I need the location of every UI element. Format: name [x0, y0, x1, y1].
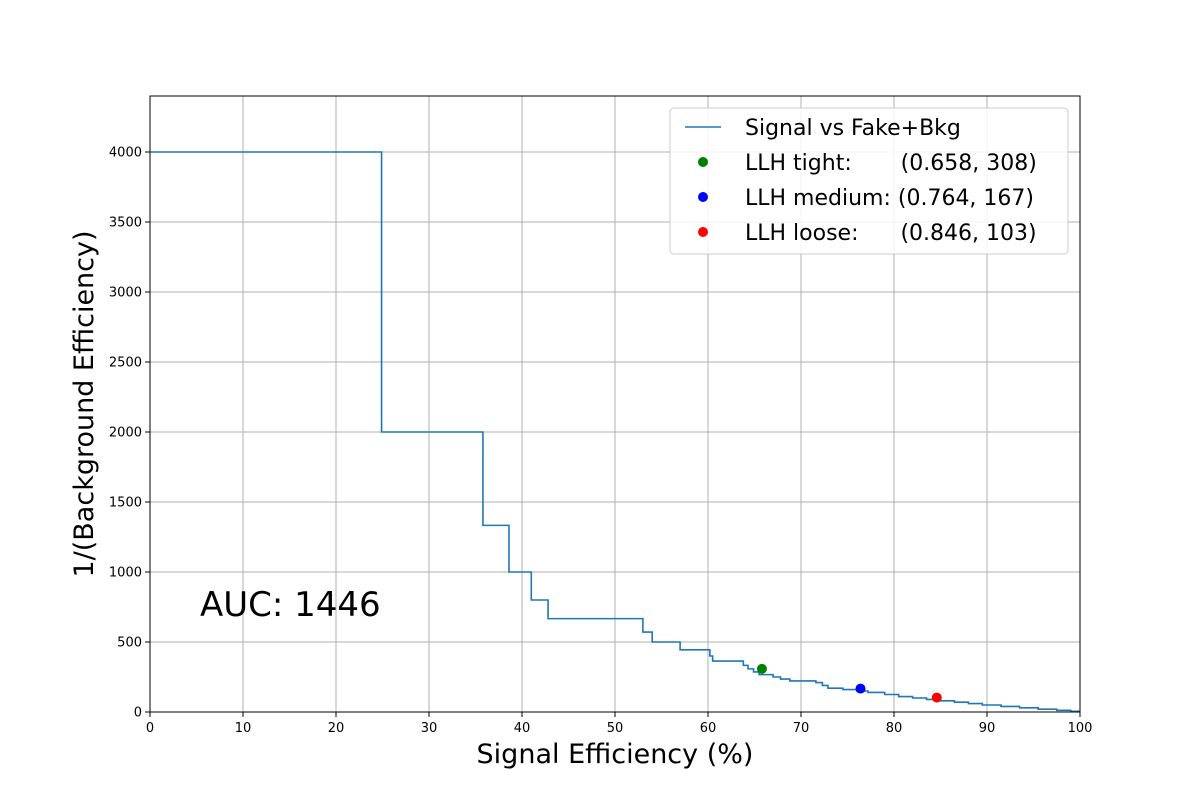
x-tick-label: 0	[146, 721, 154, 736]
x-tick-label: 20	[328, 721, 345, 736]
x-axis-ticks: 0 10 20 30 40 50 60 70 80 90 100	[146, 712, 1093, 736]
roc-curve-line	[150, 151, 1080, 713]
legend-box	[669, 107, 1069, 255]
working-point-marker	[855, 683, 866, 694]
series-layer	[150, 151, 1080, 713]
x-tick-label: 90	[979, 721, 996, 736]
legend-marker-swatch	[698, 227, 708, 237]
y-tick-label: 0	[134, 706, 142, 721]
x-tick-label: 30	[421, 721, 438, 736]
y-axis-label: 1/(Background Efficiency)	[69, 230, 100, 577]
legend: Signal vs Fake+Bkg LLH tight: (0.658, 308…	[669, 107, 1069, 255]
x-tick-label: 50	[607, 721, 624, 736]
y-tick-label: 2000	[109, 426, 142, 441]
x-tick-label: 70	[793, 721, 810, 736]
y-tick-label: 2500	[109, 356, 142, 371]
marker-layer	[756, 663, 942, 703]
legend-entry-label: LLH tight: (0.658, 308)	[745, 151, 1037, 176]
y-tick-label: 4000	[109, 146, 142, 161]
y-axis-ticks: 0 500 1000 1500 2000 2500 3000 3500 4000	[109, 146, 150, 721]
x-tick-label: 10	[235, 721, 252, 736]
x-tick-label: 100	[1068, 721, 1093, 736]
legend-entry-label: LLH medium: (0.764, 167)	[745, 186, 1034, 211]
legend-entry-label: LLH loose: (0.846, 103)	[745, 221, 1037, 246]
y-tick-label: 3500	[109, 216, 142, 231]
working-point-marker	[931, 692, 942, 703]
legend-marker-swatch	[698, 157, 708, 167]
y-tick-label: 3000	[109, 286, 142, 301]
legend-marker-swatch	[698, 192, 708, 202]
y-tick-label: 1500	[109, 496, 142, 511]
x-tick-label: 80	[886, 721, 903, 736]
legend-entry-label: Signal vs Fake+Bkg	[745, 116, 961, 141]
x-tick-label: 60	[700, 721, 717, 736]
auc-annotation: AUC: 1446	[200, 585, 381, 625]
y-tick-label: 500	[117, 636, 142, 651]
y-tick-label: 1000	[109, 566, 142, 581]
x-tick-label: 40	[514, 721, 531, 736]
working-point-marker	[756, 663, 767, 674]
x-axis-label: Signal Efficiency (%)	[477, 739, 754, 770]
